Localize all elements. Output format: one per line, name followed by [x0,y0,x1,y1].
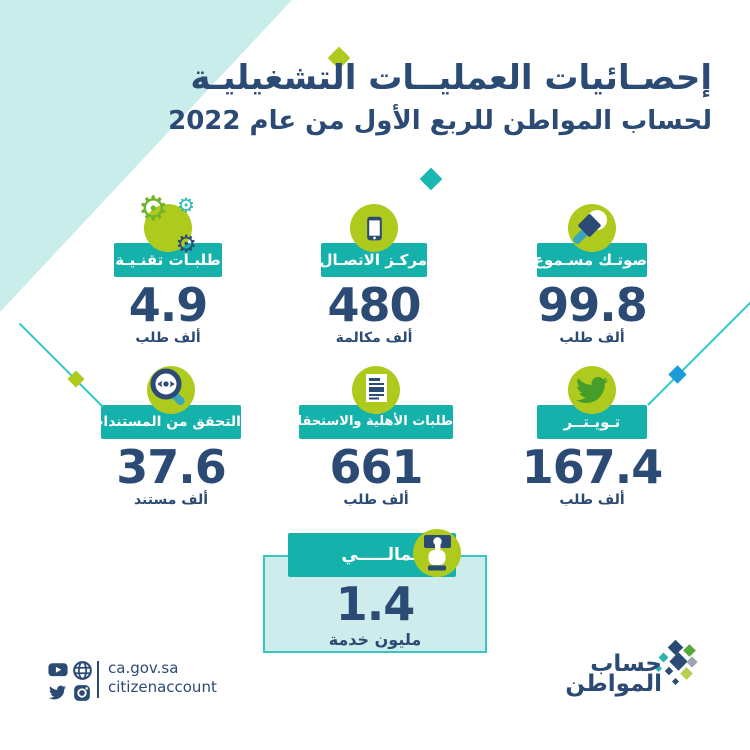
logo-text: حساب المواطن [565,651,662,697]
stat-unit: ألف مستند [133,492,209,509]
globe-icon[interactable] [73,661,93,680]
stat-unit: ألف طلب [343,492,409,509]
magnifier-eye-icon [147,366,195,414]
stat-value: 4.9 [128,278,209,332]
stat-value: 37.6 [116,440,227,494]
stat-unit: ألف مكالمة [335,330,413,347]
instagram-icon[interactable] [73,684,93,702]
logo-line-2: المواطن [565,671,662,697]
diamond-decoration [419,167,443,191]
twitter-bird-icon [568,366,616,414]
website-url[interactable]: ca.gov.sa [108,659,179,677]
phone-icon [350,204,398,252]
social-handle[interactable]: citizenaccount [108,678,217,696]
stat-eligibility-requests: طلبات الأهلية والاستحقاق 661 ألف طلب [286,366,466,508]
money-hand-icon [413,529,461,577]
stat-your-voice-heard: صوتـك مسـموع 99.8 ألف طلب [502,204,682,346]
total-value: 1.4 [335,577,416,631]
total-unit: مليون خدمة [328,630,422,649]
citizen-account-logo: حساب المواطن [542,639,702,710]
document-icon [352,366,400,414]
twitter-icon[interactable] [48,684,68,702]
stat-technical-requests: ⚙ ⚙ ⚙ طلبـات تقنـيـة 4.9 ألف طلب [78,189,258,347]
social-icons [48,661,93,702]
stat-value: 480 [327,278,421,332]
stat-unit: ألف طلب [559,330,625,347]
stat-unit: ألف طلب [559,492,625,509]
stat-call-center: مركـز الاتصـال 480 ألف مكالمة [284,204,464,346]
footer-divider [97,661,99,698]
title-line-1: إحصـائيات العمليــات التشغيليـة [190,58,712,98]
stat-document-verification: التحقق من المستندات 37.6 ألف مستند [81,366,261,508]
youtube-icon[interactable] [48,661,68,680]
stat-value: 99.8 [537,278,648,332]
gears-icon: ⚙ ⚙ ⚙ [138,189,197,258]
stat-twitter: تـويـتــر 167.4 ألف طلب [502,366,682,508]
title-line-2: لحساب المواطن للربع الأول من عام 2022 [168,106,712,136]
stat-value: 167.4 [521,440,664,494]
logo-line-1: حساب [590,651,662,677]
microphone-icon [568,204,616,252]
page-title: إحصـائيات العمليــات التشغيليـة لحساب ال… [168,58,712,136]
stat-unit: ألف طلب [135,330,201,347]
footer-links: ca.gov.sa citizenaccount [108,659,217,697]
stat-value: 661 [329,440,423,494]
